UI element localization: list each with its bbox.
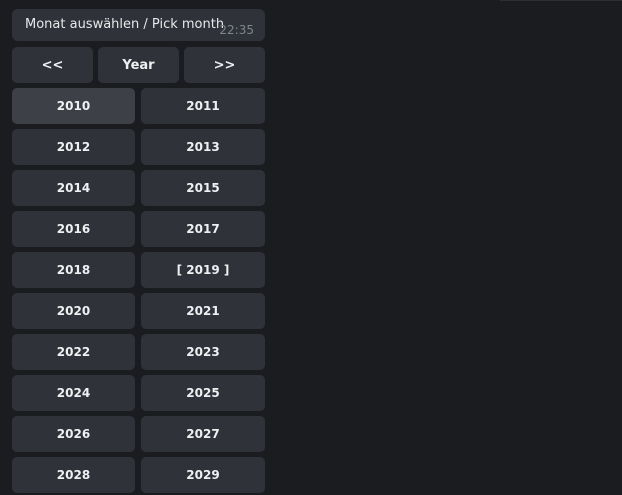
message-text: Monat auswählen / Pick month: [25, 17, 225, 32]
year-button[interactable]: 2024: [12, 375, 135, 411]
prev-button[interactable]: <<: [12, 47, 93, 83]
year-button[interactable]: 2029: [141, 457, 265, 493]
year-button[interactable]: [ 2019 ]: [141, 252, 265, 288]
year-button[interactable]: 2018: [12, 252, 135, 288]
next-button[interactable]: >>: [184, 47, 265, 83]
year-button[interactable]: 2026: [12, 416, 135, 452]
year-button[interactable]: 2023: [141, 334, 265, 370]
year-button[interactable]: 2028: [12, 457, 135, 493]
year-button[interactable]: 2022: [12, 334, 135, 370]
year-button[interactable]: 2012: [12, 129, 135, 165]
year-button[interactable]: 2016: [12, 211, 135, 247]
year-button[interactable]: 2013: [141, 129, 265, 165]
year-button[interactable]: 2017: [141, 211, 265, 247]
message-bubble: Monat auswählen / Pick month 22:35: [12, 9, 265, 41]
year-button[interactable]: 2010: [12, 88, 135, 124]
year-button[interactable]: 2011: [141, 88, 265, 124]
divider: [500, 0, 622, 1]
year-button[interactable]: 2021: [141, 293, 265, 329]
message-time: 22:35: [219, 23, 254, 37]
year-button[interactable]: 2025: [141, 375, 265, 411]
year-title-button[interactable]: Year: [98, 47, 179, 83]
year-button[interactable]: 2027: [141, 416, 265, 452]
year-button[interactable]: 2020: [12, 293, 135, 329]
year-button[interactable]: 2015: [141, 170, 265, 206]
year-button[interactable]: 2014: [12, 170, 135, 206]
